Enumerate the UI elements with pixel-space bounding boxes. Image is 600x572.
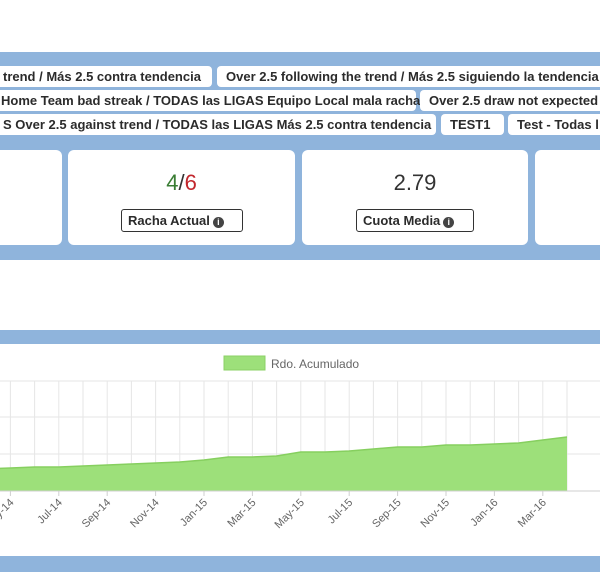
cuota-media-label: Cuota Media [363, 213, 441, 228]
x-tick-label: Jul-14 [35, 497, 65, 527]
cuota-value: 2.79 [393, 170, 437, 195]
tags-band: trend / Más 2.5 contra tendencia Over 2.5… [0, 52, 600, 136]
area-line [0, 436, 568, 470]
x-tick-label: May-15 [272, 497, 306, 531]
chart-band-top [0, 330, 600, 344]
x-tick-label: Mar-16 [516, 497, 549, 530]
strategy-tag[interactable]: Test - Todas l [508, 114, 600, 135]
stat-card-left-partial [0, 150, 62, 245]
area-fill [0, 437, 567, 491]
x-tick-label: Jul-15 [326, 497, 356, 527]
legend-label: Rdo. Acumulado [271, 357, 359, 371]
tag-row: S Over 2.5 against trend / TODAS las LIG… [0, 114, 600, 135]
strategy-tag[interactable]: TEST1 [441, 114, 504, 135]
racha-value: 4/6 [68, 170, 295, 196]
racha-actual-button[interactable]: Racha Actual i [121, 209, 243, 232]
cuota-media-button[interactable]: Cuota Media i [356, 209, 474, 232]
strategy-tag[interactable]: Home Team bad streak / TODAS las LIGAS E… [0, 90, 420, 111]
x-tick-label: Jan-15 [178, 497, 210, 529]
racha-wins: 4 [166, 170, 179, 195]
x-tick-label: Nov-14 [128, 497, 162, 531]
racha-actual-label: Racha Actual [128, 213, 210, 228]
x-tick-label: Nov-15 [419, 497, 453, 531]
stat-card-racha: 4/6 Racha Actual i [68, 150, 295, 245]
strategy-tag[interactable]: Over 2.5 draw not expected [420, 90, 600, 111]
stats-band: 4/6 Racha Actual i 2.79 Cuota Media i [0, 136, 600, 260]
tag-row: trend / Más 2.5 contra tendencia Over 2.5… [0, 66, 600, 87]
racha-separator: / [178, 170, 185, 195]
chart-panel: Rdo. Acumulado May-14 Jul-14 Sep-14 Nov-14 Ja… [0, 344, 600, 556]
tag-row: Home Team bad streak / TODAS las LIGAS E… [0, 90, 600, 111]
x-tick-label: Sep-14 [80, 497, 114, 531]
racha-losses: 6 [184, 170, 197, 195]
x-tick-label: Sep-15 [370, 497, 404, 531]
info-icon[interactable]: i [212, 217, 224, 228]
stat-card-right-partial [535, 150, 600, 245]
x-tick-label: May-14 [0, 497, 17, 531]
accumulated-result-chart: Rdo. Acumulado May-14 Jul-14 Sep-14 Nov-14 Ja… [0, 355, 600, 531]
strategy-tag[interactable]: trend / Más 2.5 contra tendencia [0, 66, 212, 87]
x-tick-label: Jan-16 [468, 497, 500, 529]
stat-card-cuota: 2.79 Cuota Media i [302, 150, 528, 245]
strategy-tag[interactable]: Over 2.5 following the trend / Más 2.5 s… [217, 66, 600, 87]
legend-swatch [223, 355, 266, 371]
x-tick-label: Mar-15 [225, 497, 258, 530]
strategy-tag[interactable]: S Over 2.5 against trend / TODAS las LIG… [0, 114, 436, 135]
chart-band-bottom [0, 556, 600, 572]
info-icon[interactable]: i [443, 217, 455, 228]
